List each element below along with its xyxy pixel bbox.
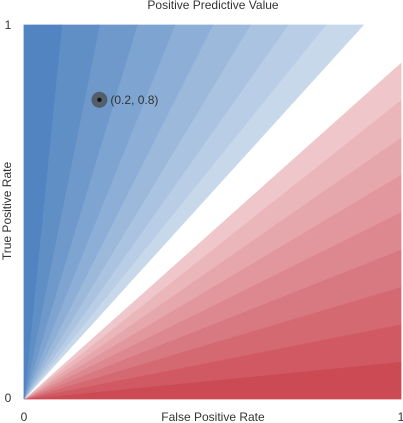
y-tick-label-0: 0 (5, 391, 12, 405)
x-axis-label: False Positive Rate (161, 410, 265, 423)
chart-title: Positive Predictive Value (147, 0, 279, 12)
data-point-group[interactable]: (0.2, 0.8) (91, 91, 158, 108)
plot-area (23, 24, 402, 400)
y-axis-label: True Positive Rate (0, 162, 14, 261)
y-tick-label-1: 1 (5, 18, 12, 32)
data-point-label: (0.2, 0.8) (110, 93, 158, 107)
ppv-bands (23, 24, 402, 400)
data-point[interactable] (97, 97, 102, 103)
x-tick-label-1: 1 (398, 410, 403, 423)
ppv-band-19 (23, 24, 63, 400)
x-tick-label-0: 0 (21, 410, 28, 423)
